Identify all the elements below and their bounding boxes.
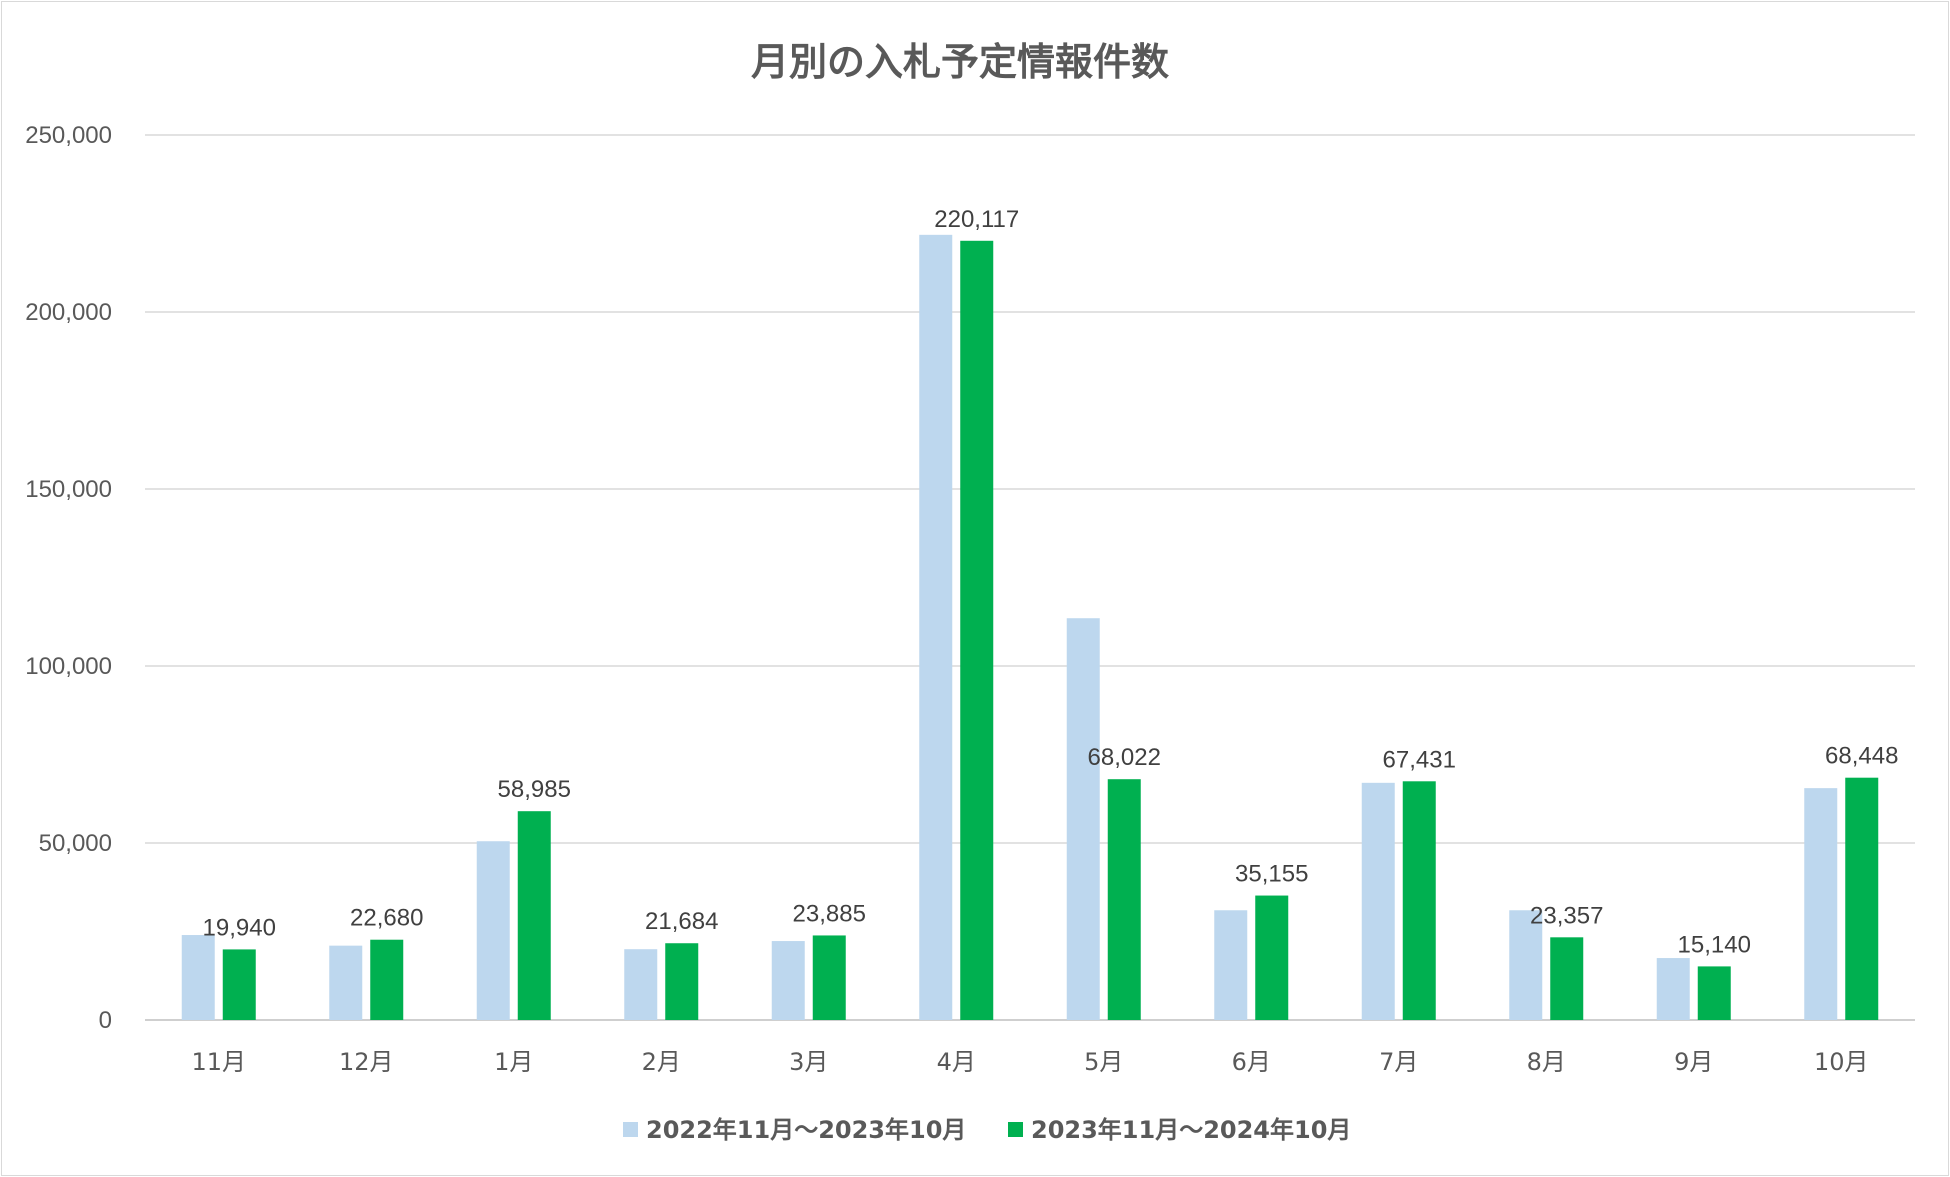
x-tick-label: 5月 [1084, 1048, 1123, 1076]
x-tick-label: 9月 [1674, 1048, 1713, 1076]
legend-label: 2022年11月～2023年10月 [646, 1116, 966, 1144]
bar-series1-8 [1214, 910, 1248, 1020]
x-tick-label: 10月 [1814, 1048, 1869, 1076]
y-tick-label: 250,000 [25, 122, 112, 149]
bar-series1-5 [771, 941, 805, 1020]
bar-series1-1 [181, 935, 215, 1020]
bar-series2-12 [1845, 777, 1879, 1020]
y-tick-label: 0 [99, 1007, 112, 1034]
bar-series1-4 [624, 949, 658, 1020]
y-tick-label: 150,000 [25, 476, 112, 503]
y-tick-label: 50,000 [39, 830, 112, 857]
y-tick-label: 100,000 [25, 653, 112, 680]
chart-title: 月別の入札予定情報件数 [751, 40, 1169, 84]
bar-series2-11 [1697, 966, 1731, 1020]
x-tick-label: 11月 [191, 1048, 246, 1076]
x-axis-ticks: 11月 12月 1月 2月 3月 4月 5月 6月 7月 8月 9月 10月 [191, 1048, 1868, 1076]
bar-series2-4 [665, 943, 699, 1020]
legend-swatch [623, 1122, 638, 1137]
data-label: 68,022 [1088, 744, 1161, 771]
x-tick-label: 2月 [642, 1048, 681, 1076]
x-tick-label: 12月 [339, 1048, 394, 1076]
x-tick-label: 7月 [1379, 1048, 1418, 1076]
y-tick-label: 200,000 [25, 299, 112, 326]
legend-swatch [1008, 1122, 1023, 1137]
data-label: 22,680 [350, 905, 423, 932]
x-tick-label: 3月 [789, 1048, 828, 1076]
bar-series1-2 [329, 945, 363, 1020]
data-label: 21,684 [645, 908, 718, 935]
bar-series2-6 [960, 240, 994, 1020]
x-tick-label: 8月 [1527, 1048, 1566, 1076]
bar-series2-10 [1550, 937, 1584, 1020]
data-labels: 19,940 22,680 58,985 21,684 23,885 220,117 68,… [203, 206, 1899, 959]
bar-series2-3 [517, 811, 551, 1020]
data-label: 15,140 [1678, 931, 1751, 958]
bar-series1-7 [1066, 618, 1100, 1020]
legend-label: 2023年11月～2024年10月 [1031, 1116, 1351, 1144]
bar-series1-9 [1361, 782, 1395, 1020]
bar-series1-6 [919, 234, 953, 1020]
x-tick-label: 6月 [1232, 1048, 1271, 1076]
bar-series2-9 [1402, 781, 1436, 1020]
bar-series1-10 [1509, 910, 1543, 1020]
bar-series2-5 [812, 935, 846, 1020]
bar-series1-11 [1656, 958, 1690, 1020]
x-tick-label: 1月 [494, 1048, 533, 1076]
data-label: 220,117 [934, 206, 1019, 233]
x-tick-label: 4月 [937, 1048, 976, 1076]
data-label: 67,431 [1383, 746, 1456, 773]
legend: 2022年11月～2023年10月 2023年11月～2024年10月 [623, 1116, 1351, 1144]
bar-series2-7 [1107, 779, 1141, 1020]
bar-series1-12 [1804, 788, 1838, 1020]
data-label: 35,155 [1235, 861, 1308, 888]
data-label: 23,885 [793, 900, 866, 927]
bar-series2-1 [222, 949, 256, 1020]
bar-series1-3 [476, 841, 510, 1020]
bar-series2-2 [370, 939, 404, 1020]
data-label: 23,357 [1530, 902, 1603, 929]
data-label: 19,940 [203, 914, 276, 941]
data-label: 68,448 [1825, 743, 1898, 770]
bars [181, 234, 1879, 1020]
data-label: 58,985 [498, 776, 571, 803]
y-axis-ticks: 0 50,000 100,000 150,000 200,000 250,000 [25, 122, 112, 1034]
bar-series2-8 [1255, 895, 1289, 1020]
gridlines [145, 134, 1915, 1021]
